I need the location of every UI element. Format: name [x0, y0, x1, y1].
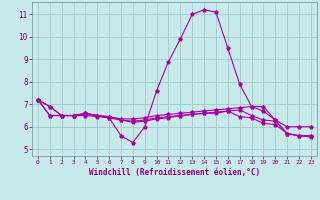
X-axis label: Windchill (Refroidissement éolien,°C): Windchill (Refroidissement éolien,°C) — [89, 168, 260, 177]
